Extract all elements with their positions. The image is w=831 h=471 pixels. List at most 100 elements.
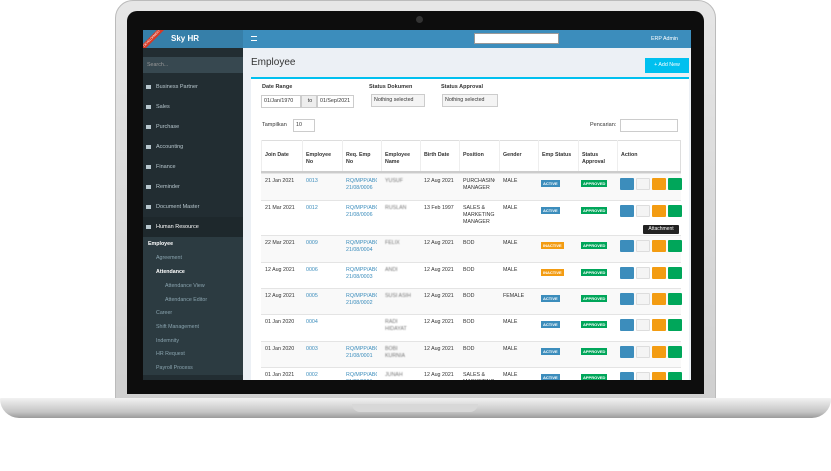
submenu-item[interactable]: Indemnity <box>143 334 243 348</box>
action-button[interactable] <box>636 319 650 331</box>
show-select[interactable]: 10 <box>293 119 315 132</box>
cell-text: 01 Jan 2020 <box>265 346 295 352</box>
employee-no[interactable]: 0002 <box>306 372 318 378</box>
filter-label: Status Approval <box>441 84 483 90</box>
submenu-item[interactable]: Employee <box>143 237 243 251</box>
action-button[interactable] <box>620 240 634 252</box>
menu-icon <box>146 145 151 149</box>
menu-toggle[interactable] <box>251 36 257 41</box>
action-button[interactable] <box>620 178 634 190</box>
submenu-item[interactable]: Attendance Editor <box>143 293 243 307</box>
employee-no[interactable]: 0013 <box>306 178 318 184</box>
action-button[interactable] <box>636 293 650 305</box>
req-no[interactable]: RQ/MPP/ABC-21/08/0001 <box>346 346 377 359</box>
action-button[interactable] <box>636 178 650 190</box>
req-no[interactable]: RQ/MPP/ABC-21/08/0006 <box>346 178 377 191</box>
action-button[interactable] <box>620 267 634 279</box>
status-dokumen-select[interactable]: Nothing selected <box>371 94 425 107</box>
status-badge: APPROVED <box>581 207 608 214</box>
req-no[interactable]: RQ/MPP/ABC-21/08/0003 <box>346 267 377 280</box>
employee-no[interactable]: 0003 <box>306 346 318 352</box>
cell-text: MALE <box>503 346 518 352</box>
company-select[interactable] <box>474 33 559 44</box>
employee-no[interactable]: 0012 <box>306 205 318 211</box>
req-no[interactable]: RQ/MPP/ABC-21/08/0006 <box>346 205 377 218</box>
req-no[interactable]: RQ/MPP/ABC-21/08/0001 <box>346 372 377 380</box>
req-no[interactable]: RQ/MPP/ABC-21/08/0004 <box>346 240 377 253</box>
action-button[interactable] <box>668 267 682 279</box>
action-button[interactable] <box>668 293 682 305</box>
row <box>261 262 681 288</box>
menu-item[interactable]: Purchase <box>156 124 180 130</box>
submenu-item[interactable]: Agreement <box>143 251 243 265</box>
cell-text: 12 Aug 2021 <box>424 293 454 299</box>
cell-text: PURCHASING MANAGER <box>463 178 495 191</box>
action-button[interactable] <box>668 205 682 217</box>
add-button[interactable]: + Add New <box>645 58 689 73</box>
action-button[interactable] <box>668 178 682 190</box>
menu-item[interactable]: Accounting <box>156 144 184 150</box>
row <box>261 288 681 314</box>
action-button[interactable] <box>652 346 666 358</box>
action-button[interactable] <box>668 372 682 380</box>
employee-no[interactable]: 0005 <box>306 293 318 299</box>
action-button[interactable] <box>620 346 634 358</box>
submenu-item[interactable]: Payroll Process <box>143 361 243 375</box>
cell-text: ANDI <box>385 267 398 273</box>
status-badge: ACTIVE <box>541 180 560 187</box>
action-button[interactable] <box>668 346 682 358</box>
status-badge: INACTIVE <box>541 269 564 276</box>
employee-no[interactable]: 0009 <box>306 240 318 246</box>
employee-no[interactable]: 0004 <box>306 319 318 325</box>
action-button[interactable] <box>652 240 666 252</box>
cell-text: 01 Jan 2021 <box>265 372 295 378</box>
submenu-item[interactable]: Attendance View <box>143 279 243 293</box>
action-button[interactable] <box>652 205 666 217</box>
submenu-item[interactable]: Shift Management <box>143 320 243 334</box>
action-button[interactable] <box>652 178 666 190</box>
menu-item[interactable]: Document Master <box>156 204 200 210</box>
action-button[interactable] <box>636 372 650 380</box>
action-button[interactable] <box>620 319 634 331</box>
menu-icon <box>146 165 151 169</box>
brand[interactable]: Sky HR <box>171 34 200 43</box>
action-button[interactable] <box>636 267 650 279</box>
employee-no[interactable]: 0006 <box>306 267 318 273</box>
action-button[interactable] <box>652 319 666 331</box>
submenu-item[interactable]: Career <box>143 306 243 320</box>
action-button[interactable] <box>668 319 682 331</box>
action-button[interactable] <box>620 293 634 305</box>
row <box>261 341 681 367</box>
search-input[interactable] <box>620 119 678 132</box>
search-label: Pencarian: <box>590 122 617 128</box>
submenu-item[interactable]: HR Request <box>143 347 243 361</box>
action-button[interactable] <box>668 240 682 252</box>
date-from[interactable]: 01/Jan/1970 <box>261 95 301 108</box>
cell-text: BOD <box>463 240 475 246</box>
menu-item[interactable]: Sales <box>156 104 170 110</box>
menu-item[interactable]: Human Resource <box>143 217 243 237</box>
action-button[interactable] <box>636 205 650 217</box>
date-to-label: to <box>301 95 317 108</box>
action-button[interactable] <box>620 205 634 217</box>
submenu-item[interactable]: Attendance <box>143 265 243 279</box>
show-label: Tampilkan <box>262 122 287 128</box>
menu-icon <box>146 205 151 209</box>
action-button[interactable] <box>636 240 650 252</box>
action-button[interactable] <box>620 372 634 380</box>
req-no[interactable]: RQ/MPP/ABC-21/08/0002 <box>346 293 377 306</box>
menu-item[interactable]: Business Partner <box>156 84 198 90</box>
action-button[interactable] <box>652 372 666 380</box>
action-button[interactable] <box>652 267 666 279</box>
date-to[interactable]: 01/Sep/2021 <box>317 95 354 108</box>
action-button[interactable] <box>652 293 666 305</box>
action-button[interactable] <box>636 346 650 358</box>
status-approval-select[interactable]: Nothing selected <box>442 94 498 107</box>
sidebar-search[interactable] <box>143 57 243 73</box>
filter-label: Date Range <box>262 84 293 90</box>
cell-text: MALE <box>503 205 518 211</box>
menu-item[interactable]: Finance <box>156 164 176 170</box>
user-menu[interactable]: ERP Admin <box>651 36 678 42</box>
menu-item[interactable]: Reminder <box>156 184 180 190</box>
